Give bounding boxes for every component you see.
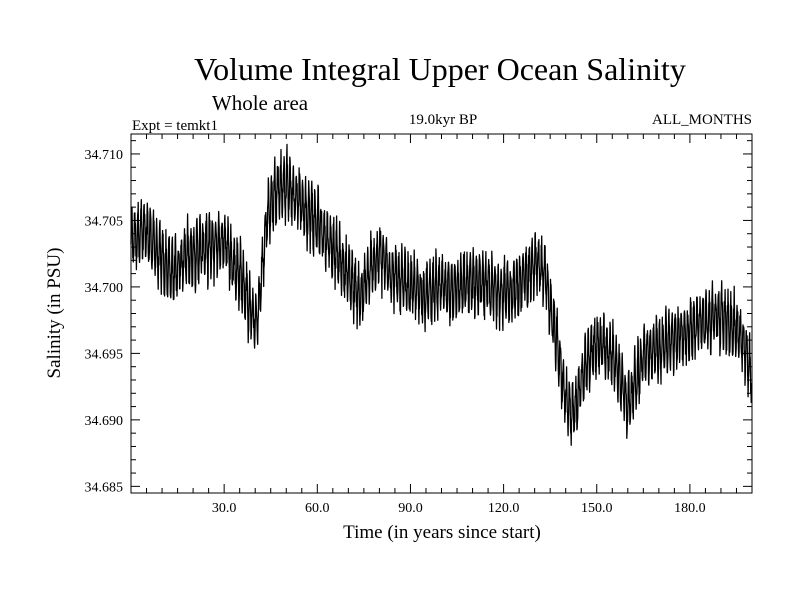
- chart-title: Volume Integral Upper Ocean Salinity: [194, 51, 686, 87]
- epoch-label: 19.0kyr BP: [409, 112, 477, 128]
- x-tick-label: 180.0: [674, 501, 706, 516]
- y-axis-label: Salinity (in PSU): [44, 248, 65, 379]
- y-tick-label: 34.710: [85, 148, 124, 163]
- tick-labels: 30.0 60.0 90.0 120.0 150.0 180.0 34.685 34.690 3…: [85, 148, 706, 516]
- salinity-series-line: [130, 143, 753, 446]
- x-axis-label: Time (in years since start): [343, 522, 541, 543]
- plot-frame: [130, 133, 753, 494]
- x-tick-label: 120.0: [488, 501, 520, 516]
- experiment-label: Expt = temkt1: [132, 118, 218, 134]
- x-tick-label: 90.0: [398, 501, 423, 516]
- y-tick-label: 34.705: [85, 214, 124, 229]
- months-label: ALL_MONTHS: [652, 112, 752, 128]
- y-tick-label: 34.690: [85, 414, 124, 429]
- x-tick-label: 60.0: [305, 501, 330, 516]
- plot-series-group: [130, 143, 753, 446]
- y-tick-label: 34.700: [85, 281, 124, 296]
- x-tick-label: 30.0: [212, 501, 237, 516]
- tick-marks: [131, 134, 752, 493]
- x-tick-label: 150.0: [581, 501, 613, 516]
- y-tick-label: 34.695: [85, 347, 124, 362]
- chart-subtitle: Whole area: [212, 91, 309, 115]
- y-tick-label: 34.685: [85, 480, 124, 495]
